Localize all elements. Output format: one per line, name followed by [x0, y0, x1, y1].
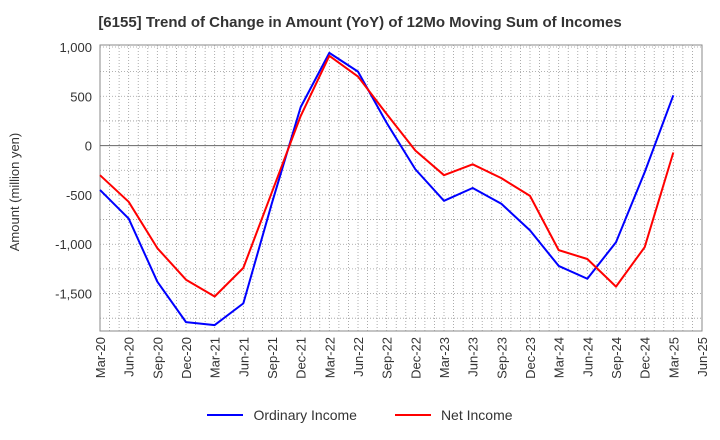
- legend-label-net-income: Net Income: [440, 407, 513, 423]
- x-tick-label: Dec-23: [523, 337, 538, 379]
- x-tick-label: Jun-22: [351, 337, 366, 377]
- x-tick-label: Sep-22: [380, 337, 395, 379]
- x-tick-label: Sep-23: [494, 337, 509, 379]
- x-tick-label: Mar-22: [322, 337, 337, 378]
- y-tick-label: -1,000: [55, 237, 92, 252]
- legend-swatch-net-income: [394, 414, 431, 416]
- series-layer: [99, 51, 675, 327]
- y-tick-label: 0: [85, 139, 92, 154]
- y-tick-label: 1,000: [59, 40, 92, 55]
- legend: Ordinary Income Net Income: [0, 404, 720, 426]
- x-tick-label: Mar-25: [666, 337, 681, 378]
- chart-title: [6155] Trend of Change in Amount (YoY) o…: [98, 14, 622, 31]
- x-tick-label: Sep-24: [609, 337, 624, 379]
- x-tick-label: Jun-25: [695, 337, 710, 377]
- axis-layer: 1,000 500 0 -500 -1,000 -1,500 Mar-20 Jun-20 Sep…: [55, 40, 710, 379]
- x-tick-label: Sep-20: [150, 337, 165, 379]
- y-tick-label: 500: [70, 89, 92, 104]
- series-line-net-income: [99, 54, 675, 298]
- legend-label-ordinary-income: Ordinary Income: [253, 407, 357, 423]
- x-tick-label: Mar-24: [552, 337, 567, 378]
- x-tick-label: Jun-24: [580, 337, 595, 377]
- x-tick-label: Jun-21: [236, 337, 251, 377]
- x-tick-label: Dec-21: [294, 337, 309, 379]
- x-tick-label: Dec-22: [408, 337, 423, 379]
- x-tick-label: Sep-21: [265, 337, 280, 379]
- y-tick-label: -1,500: [55, 287, 92, 302]
- series-line-ordinary-income: [99, 51, 675, 327]
- x-tick-label: Jun-23: [466, 337, 481, 377]
- y-axis-label: Amount (million yen): [7, 133, 22, 252]
- x-tick-label: Mar-20: [93, 337, 108, 378]
- grid-layer: [99, 44, 703, 332]
- x-tick-label: Dec-24: [638, 337, 653, 379]
- legend-item-ordinary-income: Ordinary Income: [207, 407, 357, 423]
- legend-swatch-ordinary-income: [207, 414, 244, 416]
- plot-frame: [99, 44, 703, 332]
- legend-item-net-income: Net Income: [394, 407, 513, 423]
- x-tick-label: Mar-23: [437, 337, 452, 378]
- x-tick-label: Dec-20: [179, 337, 194, 379]
- x-tick-label: Jun-20: [122, 337, 137, 377]
- x-tick-label: Mar-21: [208, 337, 223, 378]
- y-tick-label: -500: [66, 188, 92, 203]
